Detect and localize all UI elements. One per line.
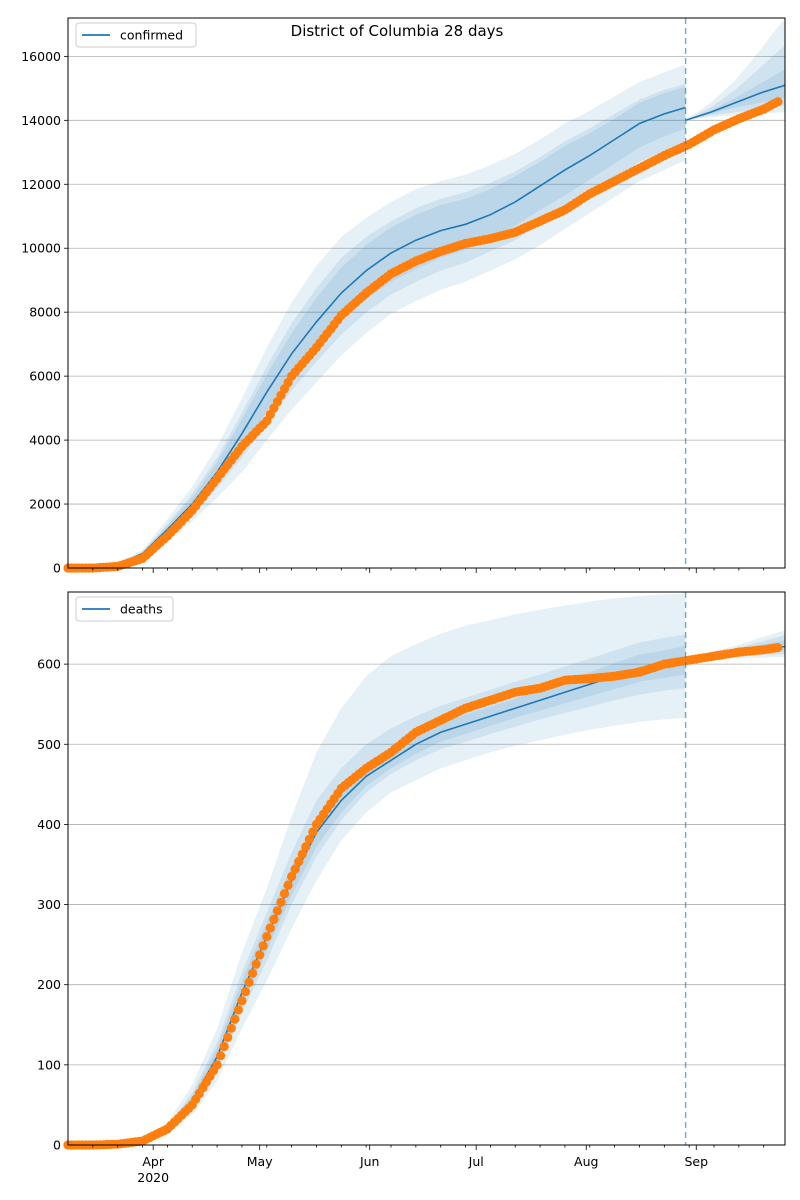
observed-point [223,1032,233,1042]
y-tick-label: 600 [37,657,61,672]
axes-frame [67,17,786,569]
x-tick-label: May [247,1154,273,1169]
y-tick-label: 400 [37,817,61,832]
observed-point [216,1051,226,1061]
x-tick-label: Sep [684,1154,708,1169]
confidence-band [68,634,686,1145]
x-tick-label: Jul [468,1154,484,1169]
legend-label: deaths [120,602,163,617]
observed-point [269,914,279,925]
forecast-line [685,84,786,122]
observed-point [294,857,304,867]
observed-point [290,864,300,874]
y-tick-label: 14000 [21,113,61,128]
observed-point [308,827,318,837]
confidence-band [68,64,686,569]
y-tick-label: 10000 [21,241,61,256]
legend-label: confirmed [120,28,183,43]
axes-frame [67,591,786,1146]
observed-point [219,1041,229,1052]
observed-point [251,959,261,969]
y-tick-label: 0 [53,561,61,576]
x-tick-label: Apr [142,1154,164,1169]
observed-point [276,897,286,907]
y-tick-label: 2000 [29,497,61,512]
observed-point [230,1014,240,1024]
confidence-band [685,69,785,121]
legend-box [75,596,174,622]
confidence-band [68,593,686,1145]
x-tick-label: Aug [574,1154,598,1169]
observed-point [244,977,254,988]
observed-point [301,842,311,852]
observed-point [226,1023,236,1033]
y-tick-label: 0 [53,1138,61,1153]
y-tick-label: 8000 [29,305,61,320]
observed-point [287,871,297,882]
observed-point [255,950,265,960]
observed-point [265,923,275,933]
observed-point [279,889,290,899]
y-tick-label: 300 [37,897,61,912]
observed-point [262,932,272,942]
observed-point [248,968,258,978]
legend-box [75,22,197,48]
observed-point [272,906,282,916]
observed-point [773,643,783,653]
observed-point [304,834,314,844]
y-tick-label: 6000 [29,369,61,384]
confidence-band [68,83,686,568]
legend: confirmed [75,22,197,48]
legend: deaths [75,596,174,622]
observed-point [283,880,293,890]
observed-point [258,941,268,951]
y-tick-label: 100 [37,1057,61,1072]
observed-point [233,1005,243,1015]
observed-point [240,987,251,997]
observed-point [297,849,307,859]
y-tick-label: 12000 [21,177,61,192]
y-tick-label: 200 [37,977,61,992]
figure-title: District of Columbia 28 days [291,22,504,40]
confidence-band [685,18,785,121]
confidence-band [685,45,785,121]
y-tick-label: 16000 [21,49,61,64]
observed-point [237,996,247,1006]
confidence-band [68,86,686,569]
panel-confirmed: 0 2000 4000 6000 8000 10000 12000 14000 16000 con… [21,17,786,576]
observed-point [212,1060,222,1070]
y-tick-label: 500 [37,737,61,752]
y-tick-label: 4000 [29,433,61,448]
x-tick-label: Jun [359,1154,380,1169]
x-year-label: 2020 [137,1170,169,1185]
observed-point [773,97,783,107]
